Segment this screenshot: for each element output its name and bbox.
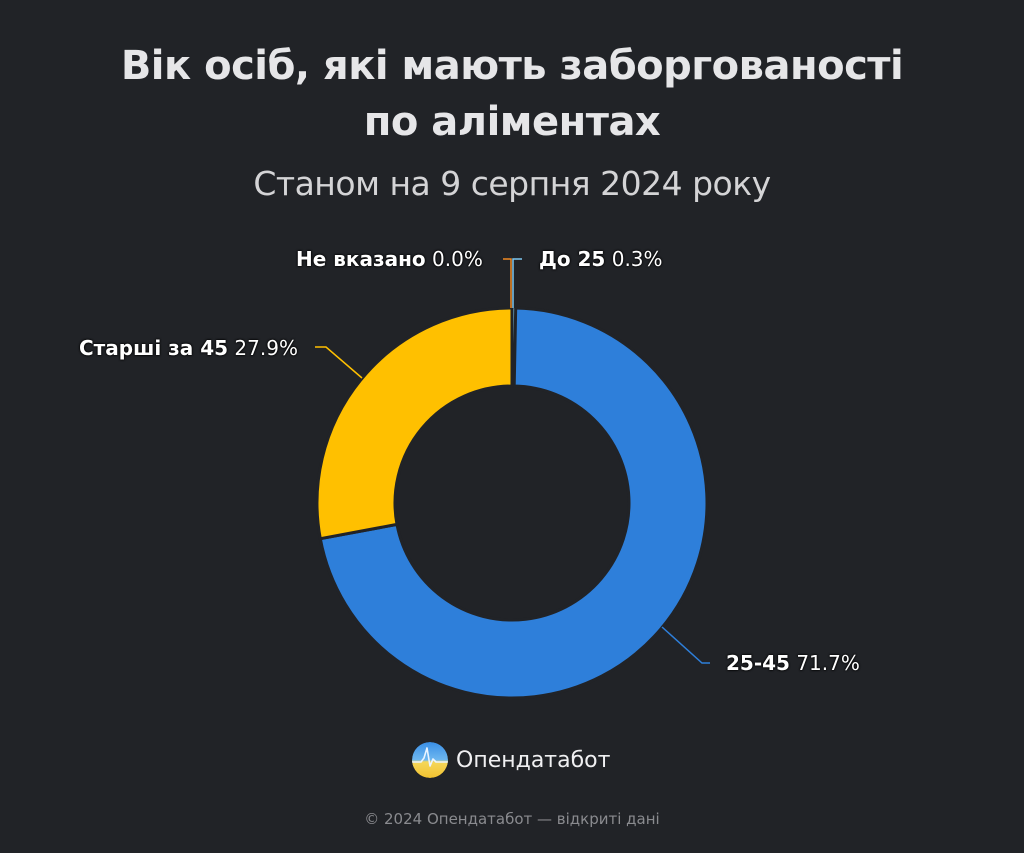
data-label-unknown: Не вказано 0.0% [296, 247, 483, 271]
brand: Опендатабот [412, 742, 610, 778]
data-label-value: 0.3% [611, 247, 663, 271]
data-label-value: 27.9% [234, 336, 298, 360]
donut-slice [318, 306, 709, 700]
brand-name: Опендатабот [456, 747, 611, 773]
data-label-name: Не вказано [296, 247, 426, 271]
data-label-25-45: 25-45 71.7% [726, 651, 860, 675]
chart-title: Вік осіб, які мають заборгованості по ал… [0, 38, 1024, 150]
leader-line-unknown [503, 258, 512, 308]
chart-title-line-1: Вік осіб, які мають заборгованості [120, 43, 904, 89]
leader-line-older45 [315, 346, 363, 379]
data-label-name: До 25 [539, 247, 606, 271]
opendatabot-logo-icon [412, 742, 448, 778]
donut-slice [315, 306, 514, 541]
data-label-do25: До 25 0.3% [539, 247, 663, 271]
data-label-value: 0.0% [432, 247, 483, 271]
footer-copyright: © 2024 Опендатабот — відкриті дані [364, 810, 660, 828]
data-label-name: 25-45 [726, 651, 790, 675]
chart-subtitle: Станом на 9 серпня 2024 року [253, 164, 771, 203]
chart-title-line-2: по аліментах [363, 99, 661, 145]
data-label-name: Старші за 45 [79, 336, 229, 360]
donut-slices [315, 306, 709, 700]
leader-line-do25 [512, 258, 522, 308]
data-label-older45: Старші за 45 27.9% [79, 336, 298, 360]
leader-line-25-45 [661, 626, 710, 664]
data-label-value: 71.7% [796, 651, 860, 675]
